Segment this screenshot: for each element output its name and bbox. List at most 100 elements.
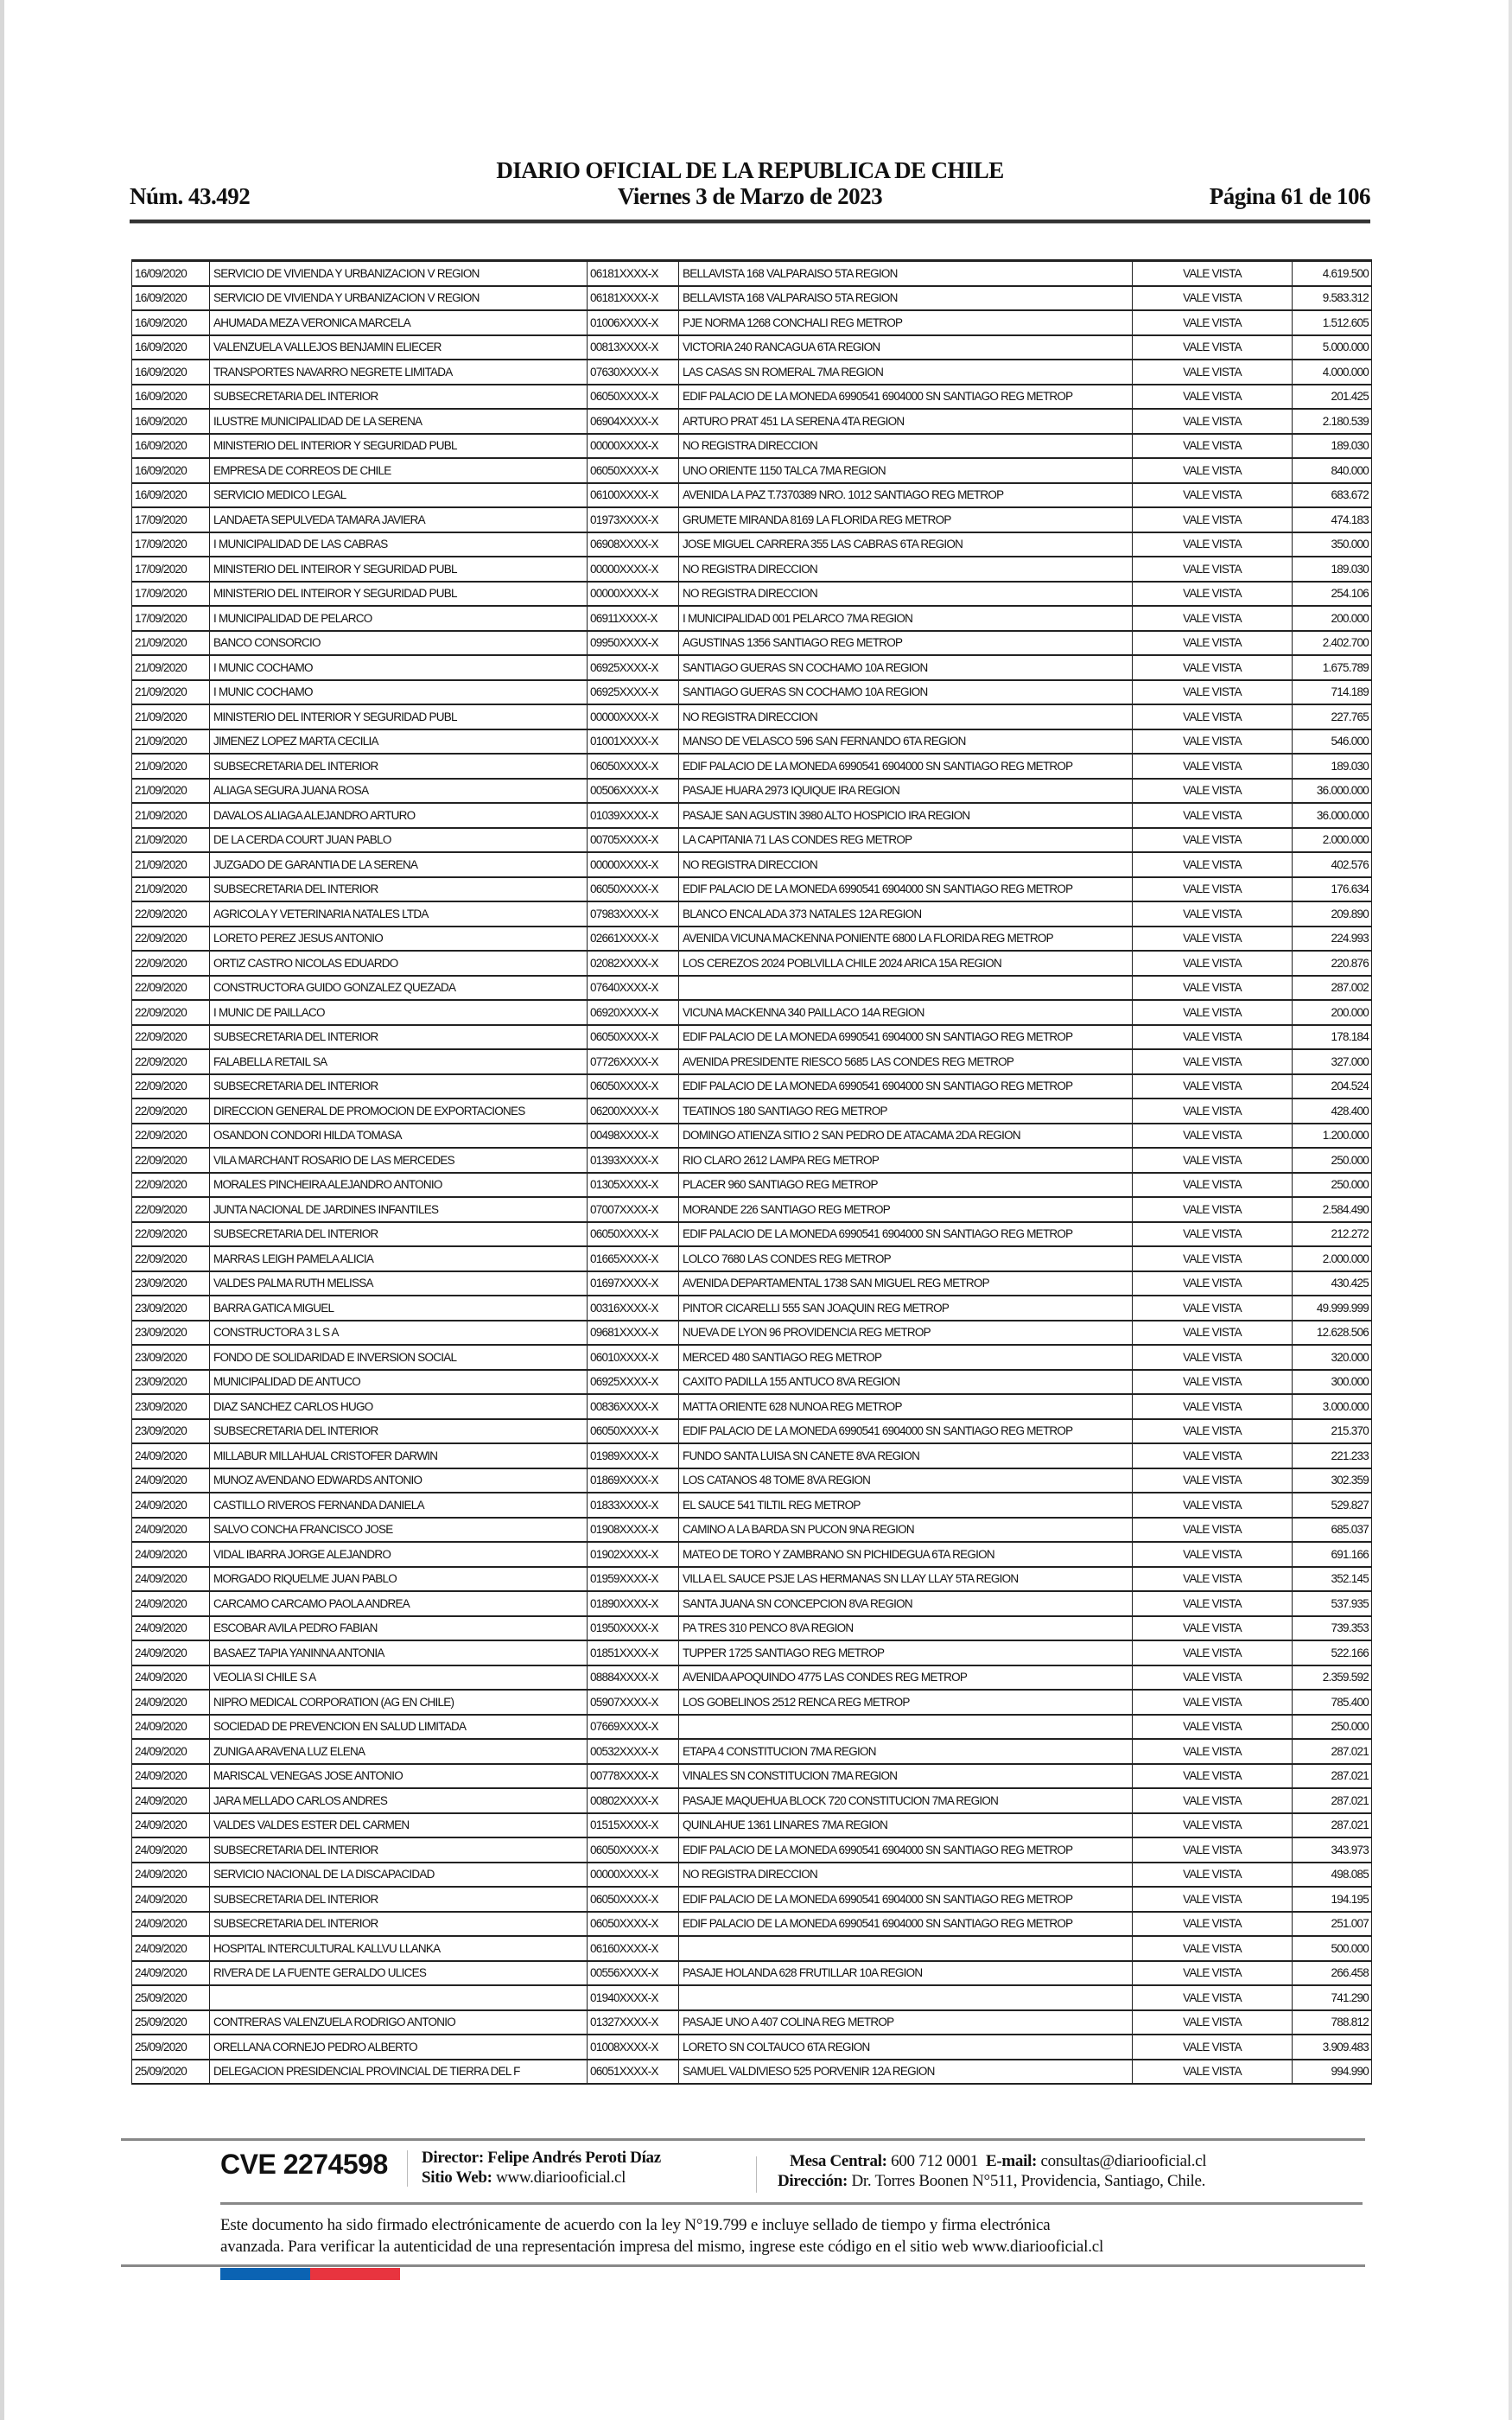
address-cell: EDIF PALACIO DE LA MONEDA 6990541 690400… <box>678 1073 1133 1099</box>
rut-cell: 06160XXXX-X <box>587 1935 679 1962</box>
address-cell: VILLA EL SAUCE PSJE LAS HERMANAS SN LLAY… <box>678 1566 1133 1592</box>
payment-type-cell: VALE VISTA <box>1132 1221 1293 1247</box>
amount-cell: 189.030 <box>1292 433 1372 459</box>
date-cell: 23/09/2020 <box>131 1418 210 1444</box>
address-label: Dirección: <box>778 2172 848 2190</box>
beneficiary-cell: AHUMADA MEZA VERONICA MARCELA <box>209 309 588 336</box>
date-cell: 16/09/2020 <box>131 408 210 435</box>
rut-cell: 00000XXXX-X <box>587 433 679 459</box>
date-cell: 22/09/2020 <box>131 975 210 1001</box>
amount-cell: 36.000.000 <box>1292 802 1372 829</box>
table-row: 24/09/2020 HOSPITAL INTERCULTURAL KALLVU … <box>131 1935 1372 1962</box>
rut-cell: 06181XXXX-X <box>587 259 679 287</box>
rut-cell: 00778XXXX-X <box>587 1763 679 1789</box>
address-cell: PINTOR CICARELLI 555 SAN JOAQUIN REG MET… <box>678 1295 1133 1321</box>
date-cell: 23/09/2020 <box>131 1369 210 1395</box>
date-cell: 23/09/2020 <box>131 1344 210 1371</box>
rut-cell: 01973XXXX-X <box>587 506 679 533</box>
amount-cell: 49.999.999 <box>1292 1295 1372 1321</box>
date-cell: 21/09/2020 <box>131 704 210 730</box>
table-row: 21/09/2020 JUZGADO DE GARANTIA DE LA SERE… <box>131 851 1372 878</box>
date-cell: 24/09/2020 <box>131 1738 210 1765</box>
beneficiary-cell: NIPRO MEDICAL CORPORATION (AG EN CHILE) <box>209 1689 588 1716</box>
date-cell: 25/09/2020 <box>131 1984 210 2011</box>
date-cell: 24/09/2020 <box>131 1787 210 1814</box>
address-cell: AVENIDA APOQUINDO 4775 LAS CONDES REG ME… <box>678 1665 1133 1691</box>
amount-cell: 250.000 <box>1292 1147 1372 1174</box>
website-link[interactable]: www.diariooficial.cl <box>496 2168 626 2187</box>
date-cell: 24/09/2020 <box>131 1442 210 1469</box>
payment-type-cell: VALE VISTA <box>1132 1615 1293 1641</box>
rut-cell: 06050XXXX-X <box>587 876 679 902</box>
beneficiary-cell: ORELLANA CORNEJO PEDRO ALBERTO <box>209 2034 588 2060</box>
beneficiary-cell: FONDO DE SOLIDARIDAD E INVERSION SOCIAL <box>209 1344 588 1371</box>
table-row: 21/09/2020 MINISTERIO DEL INTERIOR Y SEGU… <box>131 704 1372 730</box>
beneficiary-cell: VEOLIA SI CHILE S A <box>209 1665 588 1691</box>
date-cell: 22/09/2020 <box>131 1073 210 1099</box>
beneficiary-cell: I MUNICIPALIDAD DE LAS CABRAS <box>209 532 588 557</box>
rut-cell: 06920XXXX-X <box>587 999 679 1026</box>
date-cell: 17/09/2020 <box>131 532 210 557</box>
amount-cell: 739.353 <box>1292 1615 1372 1641</box>
date-cell: 23/09/2020 <box>131 1393 210 1420</box>
address-cell: PASAJE MAQUEHUA BLOCK 720 CONSTITUCION 7… <box>678 1787 1133 1814</box>
address-cell: PASAJE SAN AGUSTIN 3980 ALTO HOSPICIO IR… <box>678 802 1133 829</box>
rut-cell: 06050XXXX-X <box>587 384 679 410</box>
table-row: 25/09/2020 CONTRERAS VALENZUELA RODRIGO A… <box>131 2009 1372 2035</box>
payment-type-cell: VALE VISTA <box>1132 259 1293 287</box>
beneficiary-cell: LANDAETA SEPULVEDA TAMARA JAVIERA <box>209 506 588 533</box>
payment-type-cell: VALE VISTA <box>1132 556 1293 583</box>
payment-type-cell: VALE VISTA <box>1132 359 1293 385</box>
address-cell: EDIF PALACIO DE LA MONEDA 6990541 690400… <box>678 1886 1133 1913</box>
rut-cell: 07640XXXX-X <box>587 975 679 1001</box>
address-cell <box>678 1984 1133 2011</box>
table-row: 22/09/2020 LORETO PEREZ JESUS ANTONIO 0266… <box>131 926 1372 952</box>
publication-title: DIARIO OFICIAL DE LA REPUBLICA DE CHILE <box>496 157 1004 183</box>
payment-type-cell: VALE VISTA <box>1132 926 1293 952</box>
address-cell: EDIF PALACIO DE LA MONEDA 6990541 690400… <box>678 1418 1133 1444</box>
beneficiary-cell: SUBSECRETARIA DEL INTERIOR <box>209 1221 588 1247</box>
beneficiary-cell: JIMENEZ LOPEZ MARTA CECILIA <box>209 729 588 755</box>
rut-cell: 01008XXXX-X <box>587 2034 679 2060</box>
date-cell: 16/09/2020 <box>131 482 210 508</box>
payment-type-cell: VALE VISTA <box>1132 1714 1293 1740</box>
address-cell: EDIF PALACIO DE LA MONEDA 6990541 690400… <box>678 1911 1133 1937</box>
email-link[interactable]: consultas@diariooficial.cl <box>1040 2152 1207 2170</box>
amount-cell: 224.993 <box>1292 926 1372 952</box>
beneficiary-cell: VALDES VALDES ESTER DEL CARMEN <box>209 1812 588 1838</box>
beneficiary-cell: MUNICIPALIDAD DE ANTUCO <box>209 1369 588 1395</box>
rut-cell: 00000XXXX-X <box>587 851 679 878</box>
date-cell: 22/09/2020 <box>131 1024 210 1050</box>
beneficiary-cell: VALDES PALMA RUTH MELISSA <box>209 1270 588 1296</box>
address-cell: MERCED 480 SANTIAGO REG METROP <box>678 1344 1133 1371</box>
amount-cell: 522.166 <box>1292 1640 1372 1666</box>
address-value: Dr. Torres Boonen N°511, Providencia, Sa… <box>851 2172 1206 2190</box>
email-label: E-mail: <box>985 2152 1038 2170</box>
address-cell: ARTURO PRAT 451 LA SERENA 4TA REGION <box>678 408 1133 435</box>
table-row: 24/09/2020 JARA MELLADO CARLOS ANDRES 0080… <box>131 1787 1372 1814</box>
beneficiary-cell: MINISTERIO DEL INTERIOR Y SEGURIDAD PUBL <box>209 433 588 459</box>
beneficiary-cell: ILUSTRE MUNICIPALIDAD DE LA SERENA <box>209 408 588 435</box>
date-cell: 17/09/2020 <box>131 506 210 533</box>
table-row: 23/09/2020 MUNICIPALIDAD DE ANTUCO 06925XX… <box>131 1369 1372 1395</box>
date-cell: 24/09/2020 <box>131 1566 210 1592</box>
address-cell: EDIF PALACIO DE LA MONEDA 6990541 690400… <box>678 753 1133 780</box>
amount-cell: 2.000.000 <box>1292 1245 1372 1272</box>
rut-cell: 09950XXXX-X <box>587 630 679 656</box>
beneficiary-cell: MINISTERIO DEL INTEIROR Y SEGURIDAD PUBL <box>209 556 588 583</box>
payment-type-cell: VALE VISTA <box>1132 753 1293 780</box>
date-cell: 24/09/2020 <box>131 1763 210 1789</box>
date-cell: 22/09/2020 <box>131 1172 210 1198</box>
table-row: 16/09/2020 SERVICIO MEDICO LEGAL 06100XXXX… <box>131 482 1372 508</box>
table-row: 16/09/2020 ILUSTRE MUNICIPALIDAD DE LA SE… <box>131 408 1372 435</box>
amount-cell: 220.876 <box>1292 950 1372 977</box>
address-cell: AGUSTINAS 1356 SANTIAGO REG METROP <box>678 630 1133 656</box>
amount-cell: 250.000 <box>1292 1172 1372 1198</box>
address-cell: PASAJE UNO A 407 COLINA REG METROP <box>678 2009 1133 2035</box>
address-cell: LOLCO 7680 LAS CONDES REG METROP <box>678 1245 1133 1272</box>
payment-type-cell: VALE VISTA <box>1132 1024 1293 1050</box>
table-row: 21/09/2020 BANCO CONSORCIO 09950XXXX-X AGUS… <box>131 630 1372 656</box>
rut-cell: 01697XXXX-X <box>587 1270 679 1296</box>
payment-type-cell: VALE VISTA <box>1132 1566 1293 1592</box>
website-label: Sitio Web: <box>422 2168 492 2187</box>
